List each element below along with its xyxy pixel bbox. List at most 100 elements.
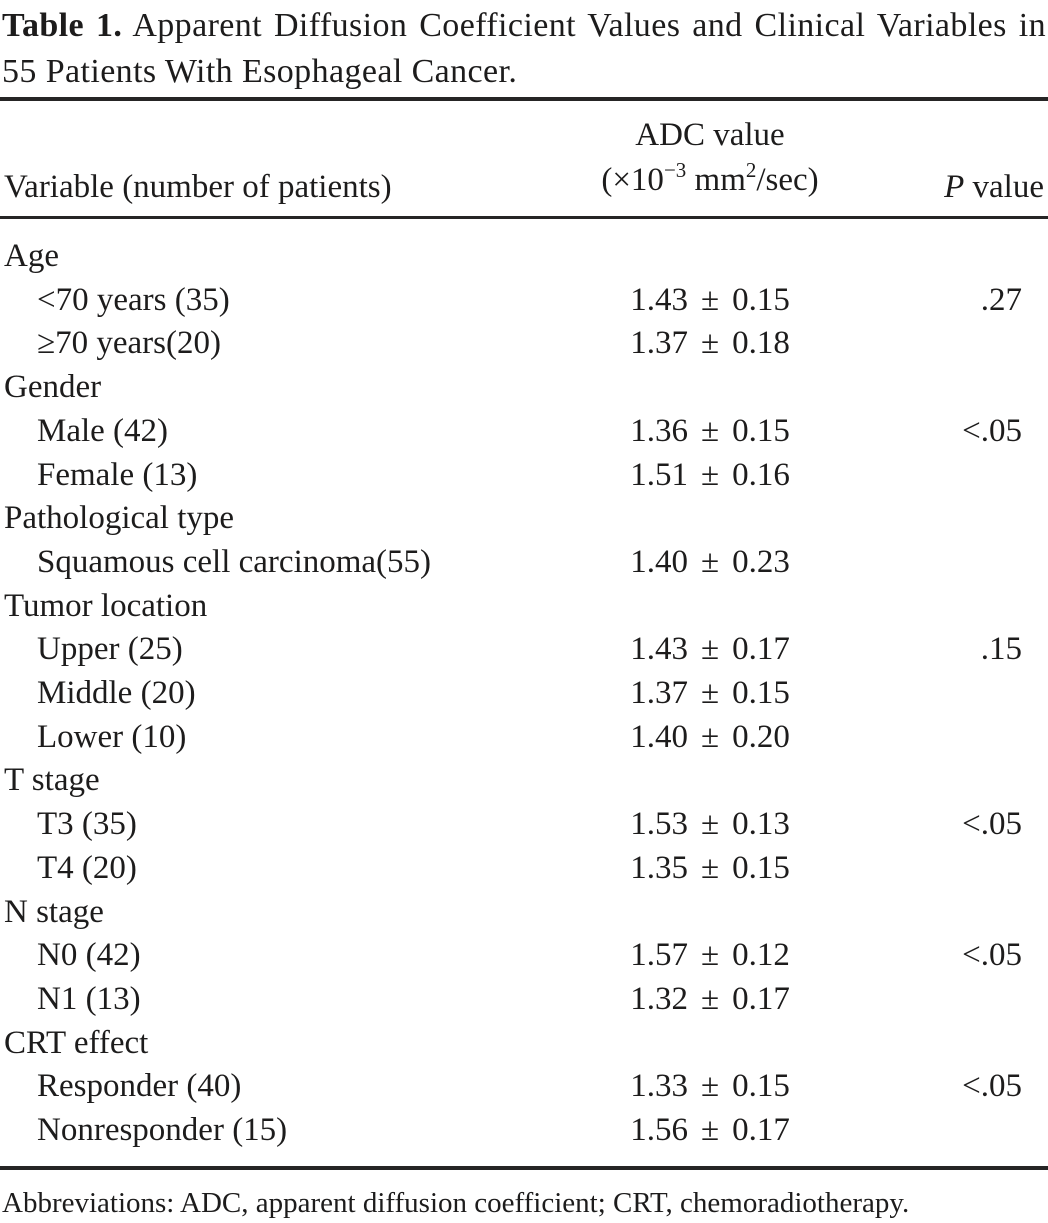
row-p-value: .15 (980, 631, 1022, 668)
adc-mean: 1.51 (630, 456, 688, 493)
row-label: T4 (20) (37, 849, 137, 886)
adc-sd: 0.20 (732, 718, 790, 755)
category-row: T stage (0, 759, 1048, 803)
category-row: N stage (0, 891, 1048, 935)
row-adc-value: 1.43 ±0.15 (560, 279, 860, 323)
row-p-value (860, 1022, 1048, 1066)
plus-minus-symbol: ± (700, 412, 720, 449)
adc-mean: 1.40 (630, 543, 688, 580)
row-p-value (860, 978, 1048, 1022)
adc-sd: 0.15 (732, 849, 790, 886)
row-adc-value (560, 366, 860, 410)
row-adc-value: 1.40 ±0.23 (560, 541, 860, 585)
plus-minus-symbol: ± (700, 806, 720, 843)
row-adc-value: 1.57 ±0.12 (560, 934, 860, 978)
data-row: Female (13) 1.51 ±0.16 (0, 454, 1048, 498)
row-adc-value (560, 235, 860, 279)
row-label: T stage (4, 762, 100, 799)
row-adc-value: 1.56 ±0.17 (560, 1109, 860, 1153)
row-label: Tumor location (4, 587, 208, 624)
data-row: Upper (25) 1.43 ±0.17 .15 (0, 628, 1048, 672)
row-label: Female (13) (37, 456, 198, 493)
row-p-value (860, 759, 1048, 803)
category-row: CRT effect (0, 1022, 1048, 1066)
data-row: Responder (40) 1.33 ±0.15 <.05 (0, 1065, 1048, 1109)
row-p-value (860, 454, 1048, 498)
adc-mean: 1.43 (630, 281, 688, 318)
data-row: Male (42) 1.36 ±0.15 <.05 (0, 410, 1048, 454)
row-p-value (860, 541, 1048, 585)
adc-mean: 1.43 (630, 631, 688, 668)
row-label: Middle (20) (37, 675, 196, 712)
adc-mean: 1.33 (630, 1068, 688, 1105)
adc-sd: 0.15 (732, 412, 790, 449)
row-label: N1 (13) (37, 980, 141, 1017)
category-row: Age (0, 235, 1048, 279)
row-p-value: .27 (980, 281, 1022, 318)
adc-mean: 1.36 (630, 412, 688, 449)
row-label: N stage (4, 893, 104, 930)
bottom-rule (0, 1165, 1048, 1170)
row-p-value (860, 366, 1048, 410)
adc-sd: 0.17 (732, 980, 790, 1017)
row-label: ≥70 years(20) (37, 325, 221, 362)
p-symbol: P (944, 169, 965, 205)
row-adc-value (560, 891, 860, 935)
adc-mean: 1.56 (630, 1112, 688, 1149)
plus-minus-symbol: ± (700, 456, 720, 493)
row-p-value: <.05 (962, 412, 1022, 449)
header-adc-line1: ADC value (635, 117, 785, 153)
row-adc-value (560, 585, 860, 629)
row-p-value (860, 497, 1048, 541)
row-label: Gender (4, 369, 102, 406)
data-row: Squamous cell carcinoma(55) 1.40 ±0.23 (0, 541, 1048, 585)
data-row: Lower (10) 1.40 ±0.20 (0, 716, 1048, 760)
header-adc-line2: (×10−3 mm2/sec) (560, 158, 860, 206)
adc-sd: 0.15 (732, 281, 790, 318)
plus-minus-symbol: ± (700, 980, 720, 1017)
header-p-value: P value (860, 169, 1048, 206)
row-adc-value: 1.37 ±0.18 (560, 322, 860, 366)
row-label: Squamous cell carcinoma(55) (37, 543, 432, 580)
plus-minus-symbol: ± (700, 631, 720, 668)
row-adc-value: 1.40 ±0.20 (560, 716, 860, 760)
adc-mean: 1.37 (630, 675, 688, 712)
row-p-value (860, 847, 1048, 891)
row-p-value (860, 891, 1048, 935)
adc-unit-mm: mm (686, 162, 746, 198)
row-p-value (860, 322, 1048, 366)
adc-mean: 1.37 (630, 325, 688, 362)
adc-unit-open: (×10 (601, 162, 664, 198)
row-label: Nonresponder (15) (37, 1112, 288, 1149)
plus-minus-symbol: ± (700, 849, 720, 886)
row-p-value: <.05 (962, 937, 1022, 974)
adc-mean: 1.40 (630, 718, 688, 755)
row-label: CRT effect (4, 1024, 149, 1061)
row-adc-value (560, 759, 860, 803)
row-adc-value: 1.53 ±0.13 (560, 803, 860, 847)
row-label: T3 (35) (37, 806, 137, 843)
p-value-label: value (964, 169, 1044, 205)
category-row: Pathological type (0, 497, 1048, 541)
top-rule (0, 97, 1048, 101)
row-label: Pathological type (4, 500, 235, 537)
adc-mean: 1.57 (630, 937, 688, 974)
row-p-value: <.05 (962, 1068, 1022, 1105)
data-row: ≥70 years(20) 1.37 ±0.18 (0, 322, 1048, 366)
adc-sd: 0.13 (732, 806, 790, 843)
header-adc-value: ADC value (×10−3 mm2/sec) (560, 113, 860, 206)
row-label: Age (4, 238, 59, 274)
row-adc-value: 1.37 ±0.15 (560, 672, 860, 716)
data-row: N1 (13) 1.32 ±0.17 (0, 978, 1048, 1022)
adc-sd: 0.16 (732, 456, 790, 493)
row-adc-value: 1.32 ±0.17 (560, 978, 860, 1022)
row-p-value (860, 672, 1048, 716)
row-adc-value: 1.36 ±0.15 (560, 410, 860, 454)
adc-sd: 0.15 (732, 675, 790, 712)
adc-sd: 0.23 (732, 543, 790, 580)
row-p-value (860, 716, 1048, 760)
row-adc-value (560, 1022, 860, 1066)
row-label: <70 years (35) (37, 281, 230, 318)
plus-minus-symbol: ± (700, 281, 720, 318)
